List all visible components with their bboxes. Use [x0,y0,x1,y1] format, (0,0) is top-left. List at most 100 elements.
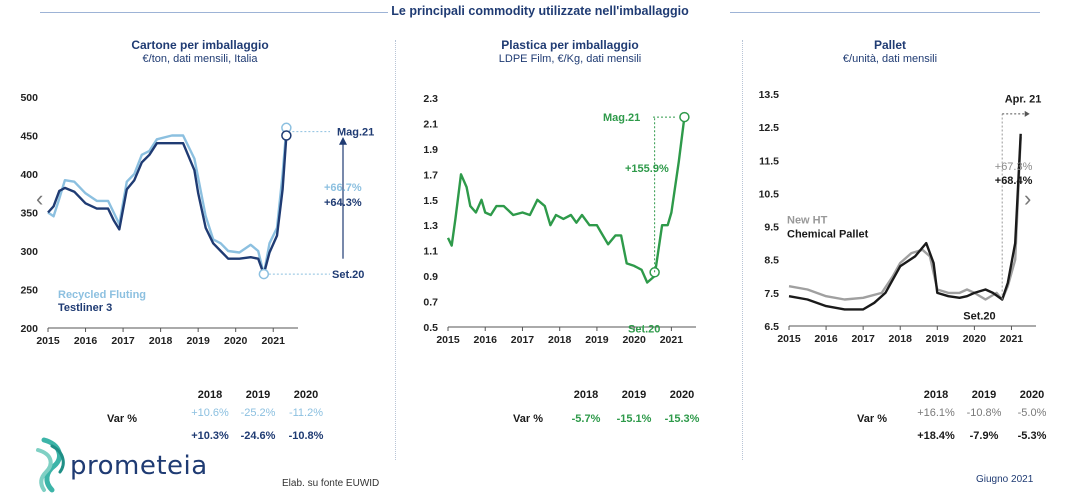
y-tick-label: 10.5 [759,188,780,200]
table-year: 2018 [923,389,949,401]
end-marker [281,130,292,141]
y-tick-label: 2.3 [423,93,438,105]
y-tick-label: 400 [20,169,38,181]
x-tick-label: 2015 [36,335,60,347]
table-cell: +10.6% [191,407,229,419]
x-tick-label: 2017 [111,335,135,347]
table-cell: -25.2% [240,407,276,419]
table-cell: -5.0% [1017,407,1047,419]
x-tick-label: 2016 [814,333,838,345]
pct-label-2: +68.4% [995,175,1033,187]
arrow-head-icon [1024,110,1030,117]
end-marker [679,111,690,123]
page-title: Le principali commodity utilizzate nell'… [391,4,689,18]
table-year: 2020 [293,389,319,401]
table-cell: -11.2% [288,407,324,419]
table-cell: -10.8% [966,407,1002,419]
x-tick-label: 2016 [74,335,98,347]
legend-item: Recycled Fluting [58,289,146,301]
x-tick-label: 2018 [889,333,913,345]
table-label: Var % [857,413,887,425]
x-tick-label: 2021 [262,335,286,347]
panel-2-title: Plastica per imballaggio [501,38,639,52]
y-tick-label: 250 [20,285,38,297]
divider-1 [395,40,397,460]
pct-label-1: +66.7% [324,182,362,194]
table-cell: -5.7% [571,413,601,425]
table-cell: -24.6% [240,430,276,442]
label-mag21: Mag.21 [603,112,640,124]
x-tick-label: 2018 [548,334,572,346]
table-cell: +10.3% [191,430,229,442]
table-cell: -7.9% [969,430,999,442]
table-label: Var % [513,413,543,425]
table-year: 2018 [197,389,223,401]
divider-2 [742,40,744,460]
x-tick-label: 2021 [660,334,684,346]
prometeia-logo: prometeia [70,451,208,481]
prev-chevron-icon[interactable]: ‹ [36,186,44,211]
y-tick-label: 300 [20,246,38,258]
table-year: 2018 [573,389,599,401]
title-rule-left [40,12,388,13]
next-chevron-icon[interactable]: › [1024,186,1032,211]
y-tick-label: 500 [20,92,38,104]
table-cell: +18.4% [917,430,955,442]
date-note: Giugno 2021 [976,474,1034,485]
y-tick-label: 450 [20,131,38,143]
label-set20: Set.20 [628,323,660,335]
x-tick-label: 2019 [926,333,950,345]
chart-cartone: 200 250 300 350 400 450 500 2015 2016 2017 2018 201… [20,92,374,347]
y-tick-label: 8.5 [764,255,779,267]
y-tick-label: 1.3 [423,220,438,232]
series-line-0 [47,127,288,276]
table-cell: -10.8% [288,430,324,442]
y-tick-label: 6.5 [764,321,779,333]
x-tick-label: 2020 [963,333,987,345]
chart-pallet: 6.5 7.5 8.5 9.5 10.5 11.5 12.5 13.5 2015 2016 2017… [759,89,1042,345]
table-year: 2019 [971,389,997,401]
panel-3-title: Pallet [873,38,906,52]
x-tick-label: 2017 [851,333,875,345]
y-tick-label: 0.7 [423,297,438,309]
pct-label-2: +64.3% [324,197,362,209]
y-tick-label: 1.1 [423,246,438,258]
label-set20: Set.20 [332,269,364,281]
y-tick-label: 2.1 [423,118,438,130]
panel-3-subtitle: €/unità, dati mensili [842,53,938,65]
table-year: 2019 [621,389,647,401]
table-year: 2020 [669,389,695,401]
y-tick-label: 1.9 [423,144,438,156]
x-tick-label: 2020 [224,335,248,347]
x-tick-label: 2018 [149,335,173,347]
x-tick-label: 2015 [436,334,460,346]
x-tick-label: 2021 [1000,333,1024,345]
label-mag21: Mag.21 [337,127,374,139]
table-cell: -15.3% [664,413,700,425]
x-tick-label: 2016 [474,334,498,346]
y-tick-label: 12.5 [759,122,780,134]
x-tick-label: 2015 [777,333,801,345]
pct-label-1: +67.3% [995,161,1033,173]
panel-2-subtitle: LDPE Film, €/Kg, dati mensili [498,53,642,65]
panel-1-subtitle: €/ton, dati mensili, Italia [142,53,258,65]
y-tick-label: 200 [20,323,38,335]
label-set20: Set.20 [963,310,995,322]
y-tick-label: 1.7 [423,169,438,181]
table-cell: -5.3% [1017,430,1047,442]
title-rule-right [730,12,1040,13]
chart-plastica: 0.5 0.7 0.9 1.1 1.3 1.5 1.7 1.9 2.1 2.3 2015 2016 20… [423,93,696,346]
legend-item: Chemical Pallet [787,228,869,240]
label-apr21: Apr. 21 [1005,93,1042,105]
panel-1-title: Cartone per imballaggio [131,38,269,52]
prometeia-logo-icon [36,437,65,493]
series-line-0 [446,116,686,284]
arrow-head-icon [339,137,347,145]
y-tick-label: 350 [20,208,38,220]
x-tick-label: 2019 [585,334,609,346]
x-tick-label: 2017 [511,334,535,346]
table-cell: +16.1% [917,407,955,419]
table-cell: -15.1% [616,413,652,425]
y-tick-label: 11.5 [759,155,779,167]
y-tick-label: 0.5 [423,322,438,334]
